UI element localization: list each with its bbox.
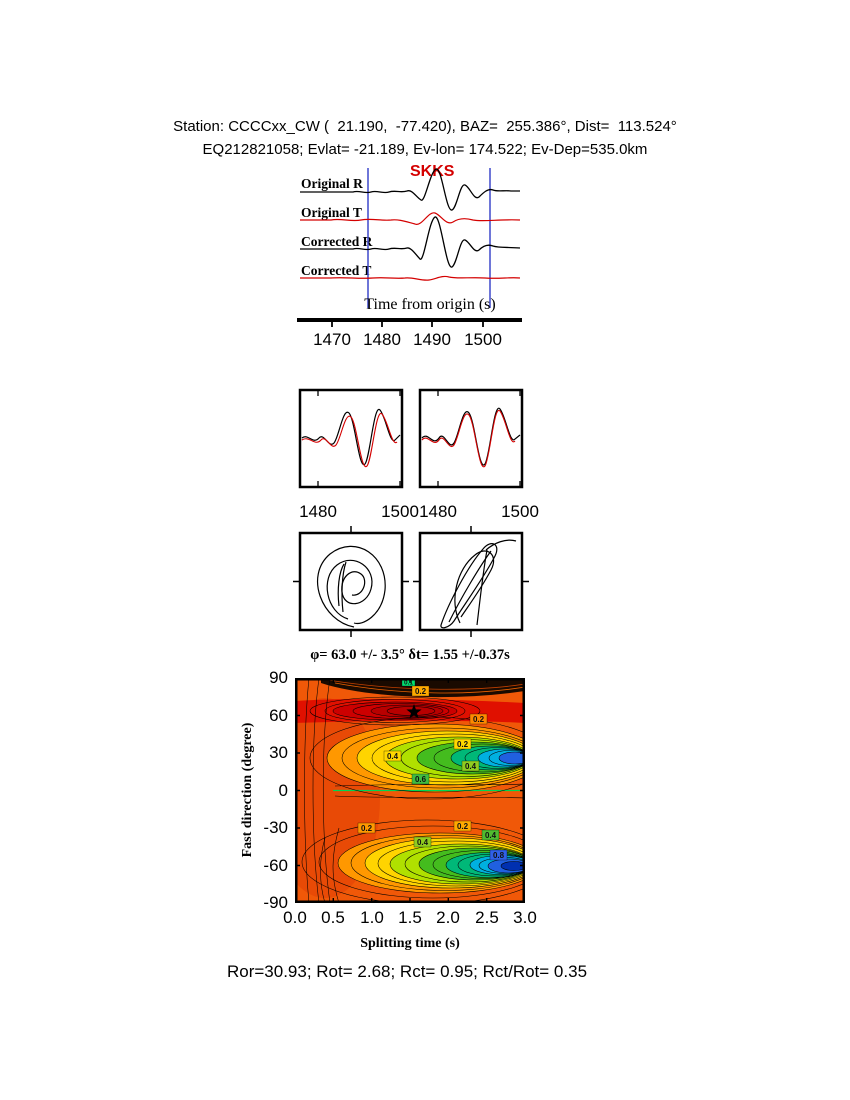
svg-text:0.4: 0.4 — [465, 762, 477, 771]
particle-motion-panel — [293, 526, 529, 637]
misfit-ytick-label: 30 — [269, 743, 288, 762]
window-box-corrected — [418, 388, 524, 489]
misfit-xtick-label: 2.0 — [436, 908, 460, 927]
svg-text:0.4: 0.4 — [387, 752, 399, 761]
svg-text:0.4: 0.4 — [417, 838, 429, 847]
time-tick-label: 1490 — [413, 330, 451, 349]
misfit-xlabel: Splitting time (s) — [360, 936, 460, 951]
misfit-ytick-label: -30 — [263, 818, 288, 837]
pm-original-motion — [317, 545, 386, 628]
svg-text:0.8: 0.8 — [493, 851, 505, 860]
misfit-surface-plot: 0.1 0.2 0.2 0.2 0.4 0.4 — [295, 678, 525, 903]
trace-label-corrected-r: Corrected R — [301, 234, 373, 249]
svg-text:0.2: 0.2 — [457, 740, 469, 749]
best-fit-star — [406, 704, 422, 719]
window-box-ticks — [317, 390, 521, 487]
time-tick-label: 1480 — [363, 330, 401, 349]
contour-label: 0.8 — [489, 849, 508, 861]
contour-label: 0.4 — [383, 750, 402, 762]
contour-label: 0.2 — [453, 820, 472, 832]
pm-corrected-motion — [440, 539, 517, 629]
trace-label-corrected-t: Corrected T — [301, 263, 372, 278]
contour-lines — [301, 680, 523, 901]
pm-box-ticks — [293, 526, 529, 637]
misfit-xtick-label: 2.5 — [475, 908, 499, 927]
misfit-xtick-label: 1.5 — [398, 908, 422, 927]
window-corrected-fast — [421, 407, 521, 466]
window-tick-label: 1480 — [299, 502, 337, 521]
trace-original-t — [300, 212, 521, 225]
window-tick-label: 1500 — [501, 502, 539, 521]
svg-text:0.2: 0.2 — [457, 822, 469, 831]
window-tick-label: 1500 — [381, 502, 419, 521]
contour-label: 0.2 — [357, 822, 376, 834]
contour-label: 0.4 — [413, 836, 432, 848]
analysis-window-markers — [367, 168, 491, 308]
contour-label: 0.2 — [469, 713, 488, 725]
trace-original-r — [300, 168, 520, 211]
contour-label: 0.2 — [453, 738, 472, 750]
misfit-xtick-label: 0.5 — [321, 908, 345, 927]
window-original-slow — [301, 413, 398, 467]
window-corrected-slow — [421, 410, 516, 468]
contour-label: 0.1 — [401, 678, 416, 687]
contour-label: 0.4 — [461, 760, 480, 772]
time-tick-label: 1500 — [464, 330, 502, 349]
contour-annotations: 0.1 0.2 0.2 0.2 0.4 0.4 — [357, 678, 508, 861]
window-tick-label: 1480 — [419, 502, 457, 521]
misfit-xtick-label: 1.0 — [360, 908, 384, 927]
window-original-fast — [301, 409, 401, 465]
time-tick-label: 1470 — [313, 330, 351, 349]
svg-text:0.2: 0.2 — [473, 715, 485, 724]
trace-corrected-r — [300, 216, 521, 268]
station-info-line: Station: CCCCxx_CW ( 21.190, -77.420), B… — [173, 118, 677, 135]
svg-text:0.1: 0.1 — [404, 680, 413, 687]
misfit-ytick-label: -90 — [263, 893, 288, 912]
misfit-title: φ= 63.0 +/- 3.5° δt= 1.55 +/-0.37s — [310, 647, 510, 663]
svg-text:0.2: 0.2 — [361, 824, 373, 833]
event-info-line: EQ212821058; Evlat= -21.189, Ev-lon= 174… — [202, 141, 648, 158]
svg-text:0.2: 0.2 — [415, 687, 427, 696]
misfit-ytick-label: 90 — [269, 668, 288, 687]
misfit-ytick-label: 0 — [278, 781, 288, 800]
misfit-frame — [295, 678, 525, 903]
svg-text:0.4: 0.4 — [485, 831, 497, 840]
phase-label: SKKS — [410, 163, 455, 180]
trace-corrected-t — [300, 275, 521, 281]
pm-box-original — [298, 531, 404, 632]
contour-label: 0.4 — [481, 829, 500, 841]
svg-text:0.6: 0.6 — [415, 775, 427, 784]
misfit-xtick-label: 3.0 — [513, 908, 537, 927]
misfit-ytick-label: -60 — [263, 856, 288, 875]
misfit-xtick-label: 0.0 — [283, 908, 307, 927]
waveform-panel — [297, 168, 522, 327]
trace-label-original-r: Original R — [301, 176, 363, 191]
time-axis — [297, 318, 522, 327]
result-stats-line: Ror=30.93; Rot= 2.68; Rct= 0.95; Rct/Rot… — [226, 962, 588, 981]
contour-label: 0.6 — [411, 773, 430, 785]
window-box-original — [298, 388, 404, 489]
contour-label: 0.2 — [411, 685, 430, 697]
trace-label-original-t: Original T — [301, 205, 362, 220]
window-comparison-panel — [298, 388, 524, 489]
misfit-ytick-label: 60 — [269, 706, 288, 725]
waveform-axis-label: Time from origin (s) — [364, 296, 496, 313]
